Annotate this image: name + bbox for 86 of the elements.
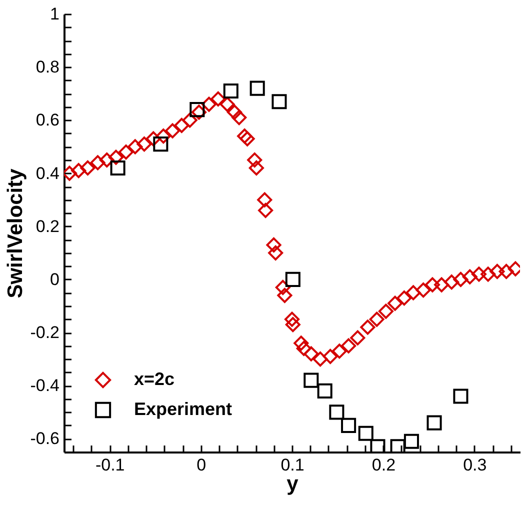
point xyxy=(369,312,384,327)
point xyxy=(156,128,171,144)
y-tick-label: 0 xyxy=(50,270,60,289)
point xyxy=(332,344,347,359)
point xyxy=(90,155,106,170)
point xyxy=(426,415,442,430)
x-axis-title: y xyxy=(286,472,299,496)
point xyxy=(341,338,356,354)
point xyxy=(317,383,332,398)
point xyxy=(136,136,152,152)
point xyxy=(232,110,247,126)
point xyxy=(110,160,126,176)
point xyxy=(378,304,394,319)
y-tick-label: 0.8 xyxy=(36,58,60,77)
point xyxy=(285,272,300,287)
point xyxy=(296,340,312,356)
x-tick-label: 0.2 xyxy=(372,456,396,474)
point xyxy=(275,280,290,295)
point xyxy=(227,104,242,120)
point xyxy=(388,296,403,311)
point xyxy=(480,266,496,282)
y-tick-label: -0.2 xyxy=(30,323,60,342)
point xyxy=(406,285,421,300)
point xyxy=(272,94,287,110)
point xyxy=(462,269,478,284)
point xyxy=(294,336,309,351)
point xyxy=(257,192,272,208)
point xyxy=(396,290,412,306)
point xyxy=(404,434,419,449)
point xyxy=(182,112,198,128)
point xyxy=(223,83,238,98)
point xyxy=(266,237,282,252)
point xyxy=(247,152,262,168)
point xyxy=(153,136,168,152)
point xyxy=(370,439,386,452)
point xyxy=(128,139,143,154)
y-tick-label: -0.6 xyxy=(30,429,60,448)
y-tick-label: 0.6 xyxy=(36,110,60,130)
point xyxy=(118,144,134,160)
point xyxy=(248,160,264,176)
point xyxy=(490,264,505,280)
point xyxy=(390,439,406,452)
x-tick-label: 0.1 xyxy=(280,456,304,474)
point xyxy=(99,152,114,168)
point xyxy=(80,160,96,176)
legend-label: Experiment xyxy=(134,399,232,419)
point xyxy=(358,426,374,441)
y-tick-label: 0.2 xyxy=(36,216,60,236)
point xyxy=(277,288,292,303)
y-axis-title: SwirlVelocity xyxy=(4,168,28,298)
point xyxy=(453,272,468,287)
point xyxy=(471,266,486,282)
point xyxy=(174,118,190,134)
x-tick-label: -0.1 xyxy=(95,456,125,474)
point xyxy=(210,91,226,106)
x-tick-label: 0 xyxy=(196,456,206,474)
point xyxy=(258,202,274,218)
point xyxy=(304,372,319,388)
point xyxy=(434,277,450,292)
point xyxy=(416,282,431,298)
y-tick-label: 1 xyxy=(50,4,60,24)
point xyxy=(71,163,86,178)
point xyxy=(165,123,180,138)
point xyxy=(304,346,319,362)
legend-label: x=2c xyxy=(134,369,175,389)
point xyxy=(350,330,366,346)
point xyxy=(424,277,440,292)
y-tick-label: -0.4 xyxy=(30,376,60,396)
x-tick-label: 0.3 xyxy=(463,456,487,474)
point xyxy=(341,418,356,433)
point xyxy=(285,317,300,332)
point xyxy=(146,131,161,146)
point xyxy=(329,404,344,420)
point xyxy=(322,348,338,364)
point xyxy=(250,80,265,96)
point xyxy=(220,96,235,112)
y-tick-label: 0.4 xyxy=(36,164,60,183)
point xyxy=(444,274,460,290)
point xyxy=(312,352,328,367)
point xyxy=(284,312,300,327)
point xyxy=(201,96,217,112)
point xyxy=(360,320,376,335)
point xyxy=(453,388,468,404)
point xyxy=(108,150,124,165)
point xyxy=(268,245,284,260)
point xyxy=(498,264,514,280)
